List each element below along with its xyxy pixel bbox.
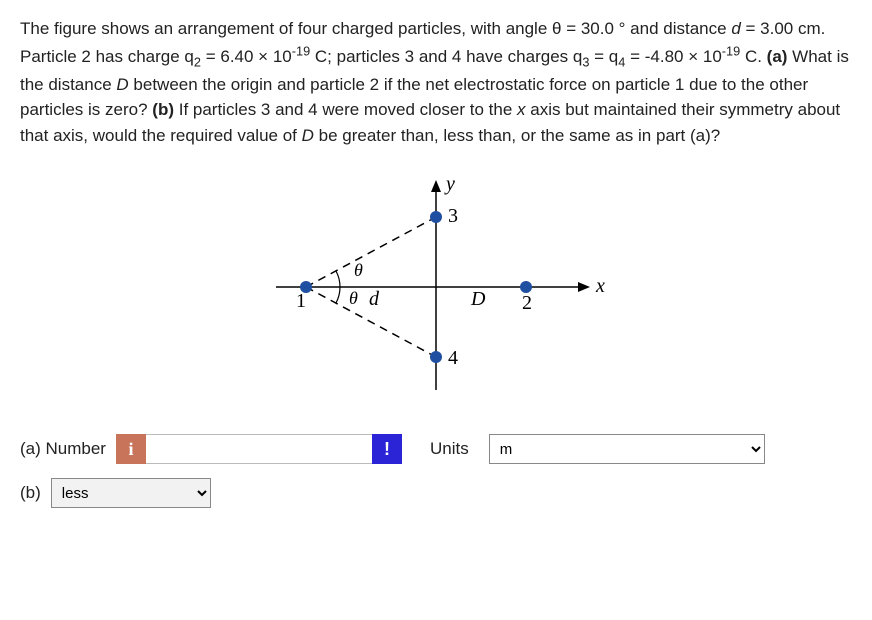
units-label: Units <box>430 436 469 462</box>
a-label: (a) Number <box>20 436 106 462</box>
x-label: x <box>595 275 605 297</box>
b-select[interactable]: greaterlessthe same <box>51 478 211 508</box>
D-label: D <box>470 288 486 310</box>
p4-label: 4 <box>448 347 458 369</box>
problem-statement: The figure shows an arrangement of four … <box>20 16 852 148</box>
charge-diagram: y x θ θ d D 1 2 3 4 <box>246 172 626 402</box>
info-icon[interactable]: i <box>116 434 146 464</box>
p3-label: 3 <box>448 205 458 227</box>
theta-upper: θ <box>354 260 363 280</box>
units-select[interactable]: mcmmmkm <box>489 434 765 464</box>
answer-b-row: (b) greaterlessthe same <box>20 478 852 508</box>
b-label: (b) <box>20 480 41 506</box>
x-arrow <box>578 282 590 292</box>
particle-4 <box>430 351 442 363</box>
number-input[interactable] <box>146 434 382 464</box>
diagram-container: y x θ θ d D 1 2 3 4 <box>20 172 852 402</box>
dash-to-3 <box>306 217 436 287</box>
d-label: d <box>369 288 380 310</box>
angle-arc-lower <box>336 287 340 303</box>
answer-a-row: (a) Number i ! Units mcmmmkm <box>20 434 852 464</box>
p1-label: 1 <box>296 290 306 312</box>
particle-3 <box>430 211 442 223</box>
y-label: y <box>444 173 455 195</box>
y-arrow <box>431 180 441 192</box>
theta-lower: θ <box>349 288 358 308</box>
problem-body: The figure shows an arrangement of four … <box>20 19 849 145</box>
p2-label: 2 <box>522 292 532 314</box>
warning-icon[interactable]: ! <box>372 434 402 464</box>
angle-arc-upper <box>336 271 340 287</box>
